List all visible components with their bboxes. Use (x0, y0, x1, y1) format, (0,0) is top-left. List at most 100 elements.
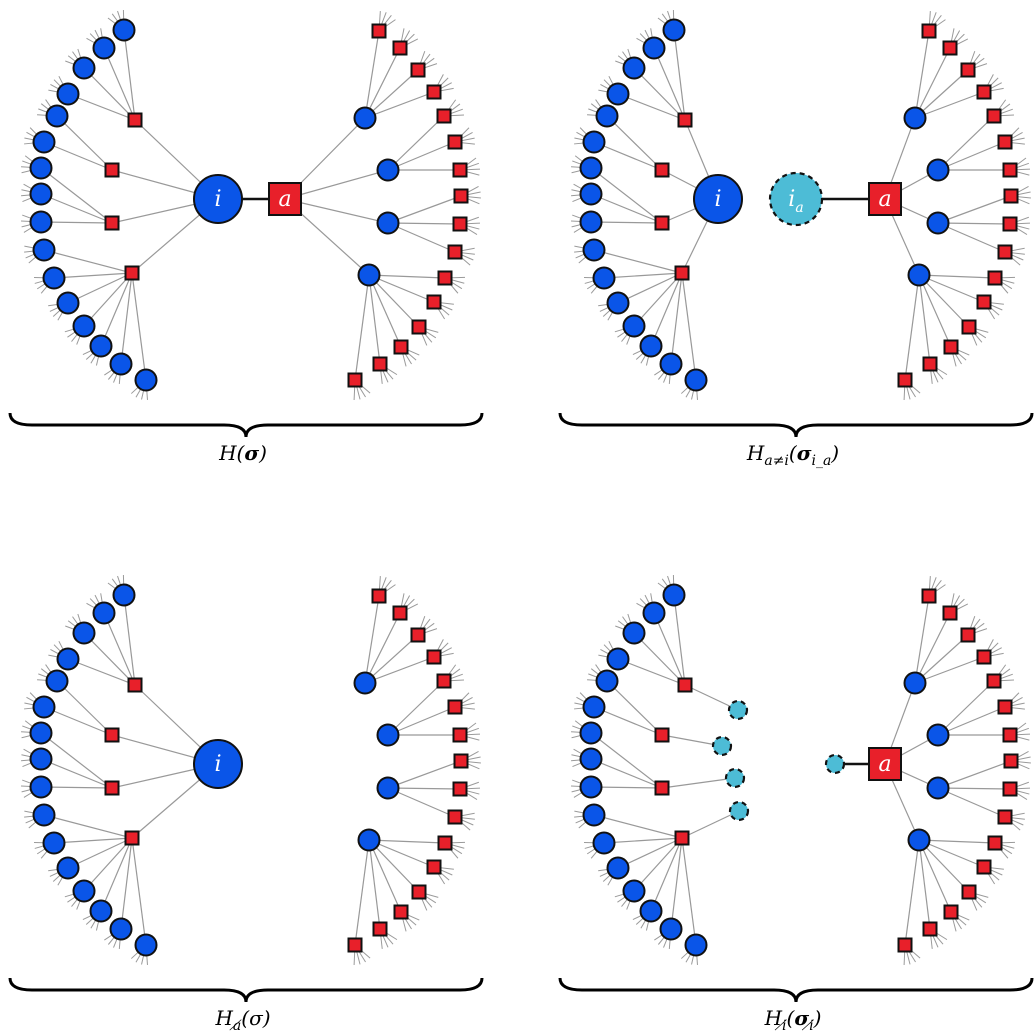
variable-node (56, 291, 80, 315)
variable-node (72, 621, 96, 645)
factor-node (411, 319, 427, 335)
variable-node (112, 18, 136, 42)
variable-node (89, 334, 113, 358)
tree-edge (914, 634, 969, 684)
tree-edge (43, 706, 113, 736)
variable-node (109, 352, 133, 376)
center-factor-label: a (878, 752, 891, 777)
tree-edge (387, 115, 445, 171)
tree-edge (937, 760, 1012, 789)
tree-edge (67, 837, 133, 869)
variable-node (134, 368, 158, 392)
tree-edge (40, 732, 113, 789)
panel-brace (558, 412, 1034, 438)
factor-node (654, 162, 670, 178)
variable-node (926, 723, 950, 747)
variable-node (72, 56, 96, 80)
tree-edge (40, 167, 113, 224)
panel-no-a: i Ha̸(σ) (8, 574, 484, 1031)
factor-node (986, 108, 1002, 124)
factor-node (453, 188, 469, 204)
tree-edge (914, 595, 930, 684)
cavity-variable-ia (768, 171, 824, 227)
factor-node (943, 339, 959, 355)
factor-node (452, 216, 468, 232)
variable-node (926, 158, 950, 182)
tree-edge (368, 274, 402, 348)
variable-node (353, 106, 377, 130)
tree-edge (653, 47, 686, 121)
cavity-variable-node (728, 800, 750, 822)
tree-edge (43, 249, 133, 274)
variable-node (29, 721, 53, 745)
tree-edge (284, 169, 389, 200)
factor-node (124, 265, 140, 281)
variable-node (595, 104, 619, 128)
factor-node (943, 904, 959, 920)
variable-node (662, 583, 686, 607)
variable-node (907, 263, 931, 287)
variable-node (926, 211, 950, 235)
tree-edge (131, 837, 147, 946)
factor-node (452, 727, 468, 743)
variable-node (72, 879, 96, 903)
center-factor-label: a (278, 187, 291, 212)
tree-edge (914, 91, 985, 119)
factor-node (677, 677, 693, 693)
tree-edge (368, 839, 435, 868)
variable-node (45, 669, 69, 693)
tree-edge (681, 837, 697, 946)
tree-edge (590, 758, 663, 789)
tree-edge (590, 786, 663, 789)
factor-node (997, 809, 1013, 825)
factor-node (426, 859, 442, 875)
variable-node (56, 82, 80, 106)
factor-node (654, 780, 670, 796)
factor-node (426, 84, 442, 100)
tree-edge (83, 272, 133, 327)
factor-node (942, 605, 958, 621)
tree-edge (661, 777, 736, 789)
factor-node (1003, 188, 1019, 204)
factor-node (960, 62, 976, 78)
tree-edge (364, 612, 401, 684)
variable-node (579, 210, 603, 234)
tree-edge (617, 93, 686, 121)
factor-node (347, 372, 363, 388)
factor-node (986, 673, 1002, 689)
tree-edge (368, 274, 381, 365)
caption-sub: a≠i (764, 453, 789, 469)
tree-edge (918, 274, 952, 348)
factor-node (976, 294, 992, 310)
cavity-variable-node (824, 753, 846, 775)
tree-edge (364, 30, 380, 119)
tree-edge (670, 272, 683, 365)
variable-node (89, 899, 113, 923)
variable-node (639, 899, 663, 923)
tree-edge (364, 91, 435, 119)
center-variable-label: i (214, 187, 221, 212)
tree-edge (653, 612, 686, 686)
center-factor-a (868, 182, 902, 216)
tree-edge (100, 837, 133, 912)
caption-args-end: ) (813, 1006, 822, 1030)
tree-edge (937, 680, 995, 736)
tree-edge (67, 658, 136, 686)
tree-edge (661, 734, 723, 747)
variable-node (376, 158, 400, 182)
panel-caption: Hi̸(σi̸) (764, 1006, 822, 1031)
factor-node (922, 356, 938, 372)
tree-edge (43, 814, 133, 839)
panel-brace (558, 977, 1034, 1003)
tree-edge (67, 272, 133, 304)
variable-node (579, 775, 603, 799)
tree-edge (937, 115, 995, 171)
factor-node (897, 937, 913, 953)
variable-node (92, 601, 116, 625)
variable-node (622, 314, 646, 338)
variable-node (32, 130, 56, 154)
tree-edge (918, 274, 996, 279)
tree-edge (40, 786, 113, 789)
factor-node (976, 84, 992, 100)
